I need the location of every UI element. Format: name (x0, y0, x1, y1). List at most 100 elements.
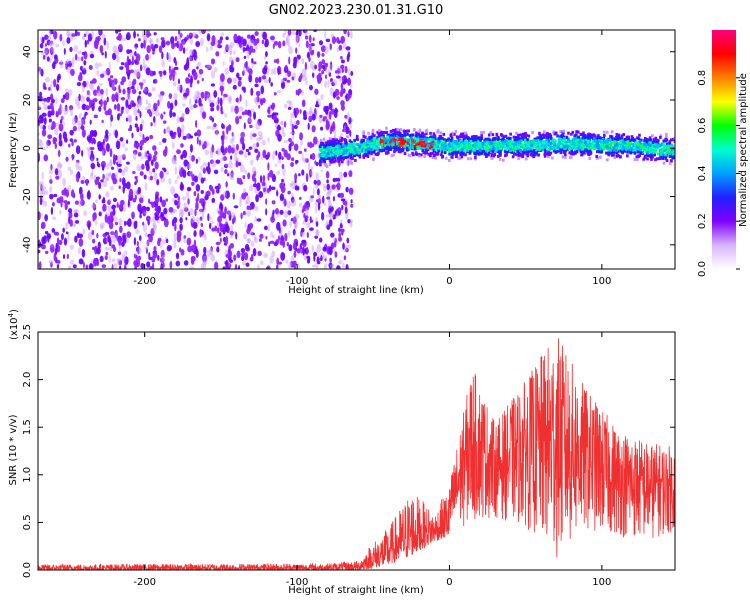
signal-cell (344, 144, 347, 148)
signal-cell (547, 143, 550, 147)
signal-cell (490, 140, 494, 144)
noise-cell (100, 222, 105, 228)
signal-cell (448, 149, 451, 153)
noise-cell (216, 247, 220, 253)
noise-cell (112, 45, 118, 54)
signal-cell (542, 148, 545, 152)
noise-cell (196, 66, 199, 70)
signal-cell (373, 134, 376, 138)
signal-cell (603, 144, 607, 148)
noise-cell (223, 191, 227, 198)
signal-cell (553, 145, 556, 149)
signal-cell (635, 155, 639, 159)
noise-cell (58, 132, 62, 142)
signal-cell (335, 138, 338, 142)
noise-cell (330, 263, 334, 268)
noise-cell (236, 72, 240, 79)
signal-cell (543, 152, 547, 156)
noise-cell (48, 259, 54, 264)
noise-cell (170, 36, 175, 45)
signal-cell (322, 143, 326, 147)
noise-cell (296, 248, 301, 254)
signal-cell (645, 140, 649, 144)
noise-cell (111, 204, 116, 210)
noise-cell (105, 172, 110, 182)
noise-cell (72, 125, 77, 132)
noise-cell (71, 33, 76, 37)
signal-cell (515, 137, 518, 141)
signal-cell (332, 160, 336, 164)
noise-cell (179, 247, 182, 253)
noise-cell (78, 165, 83, 171)
noise-cell (255, 121, 261, 130)
noise-cell (229, 230, 234, 236)
noise-cell (175, 260, 181, 267)
signal-cell (430, 135, 433, 139)
noise-cell (67, 201, 71, 205)
noise-cell (92, 89, 98, 96)
signal-cell (490, 142, 493, 146)
noise-cell (326, 183, 331, 191)
noise-cell (125, 117, 129, 122)
noise-cell (314, 201, 318, 208)
noise-cell (293, 265, 297, 269)
noise-cell (270, 231, 273, 238)
noise-cell (310, 166, 314, 170)
signal-cell (570, 132, 573, 136)
noise-cell (89, 153, 95, 162)
noise-cell (240, 248, 246, 253)
noise-cell (144, 245, 149, 250)
noise-cell (328, 246, 333, 256)
signal-cell (585, 144, 589, 148)
noise-cell (314, 235, 319, 239)
signal-cell (566, 147, 569, 151)
signal-cell (648, 136, 652, 140)
noise-cell (325, 121, 331, 130)
signal-cell (583, 138, 587, 142)
noise-cell (180, 143, 184, 148)
noise-cell (204, 94, 207, 102)
signal-cell (353, 147, 356, 151)
noise-cell (338, 44, 343, 51)
noise-cell (138, 197, 144, 204)
noise-cell (182, 47, 186, 54)
noise-cell (98, 211, 102, 217)
signal-cell (334, 141, 337, 145)
signal-cell (495, 133, 499, 137)
signal-cell (525, 133, 528, 137)
noise-cell (220, 166, 224, 173)
signal-cell (401, 148, 405, 152)
noise-cell (227, 145, 232, 154)
noise-cell (38, 138, 42, 143)
noise-cell (217, 215, 222, 223)
noise-cell (249, 132, 253, 140)
spectrogram-xtick-label: -100 (286, 276, 309, 287)
noise-cell (211, 197, 216, 204)
signal-cell (322, 137, 326, 141)
noise-cell (147, 54, 152, 59)
signal-cell (405, 148, 409, 152)
noise-cell (343, 30, 348, 35)
noise-cell (339, 133, 344, 137)
noise-cell (181, 124, 185, 133)
signal-cell (476, 139, 480, 143)
noise-cell (342, 262, 345, 269)
noise-cell (189, 143, 193, 153)
signal-cell (548, 142, 552, 146)
signal-cell (328, 142, 332, 146)
noise-cell (89, 80, 94, 84)
signal-cell (597, 146, 601, 150)
noise-cell (348, 170, 353, 178)
noise-cell (80, 199, 85, 206)
noise-cell (107, 235, 111, 243)
noise-cell (140, 262, 145, 269)
noise-cell (109, 160, 113, 168)
noise-cell (276, 170, 281, 175)
noise-cell (77, 124, 81, 132)
signal-cell (414, 134, 418, 138)
signal-cell (564, 146, 567, 150)
noise-cell (126, 231, 132, 238)
signal-cell (651, 144, 655, 148)
signal-cell (543, 148, 547, 152)
signal-cell (474, 138, 478, 142)
